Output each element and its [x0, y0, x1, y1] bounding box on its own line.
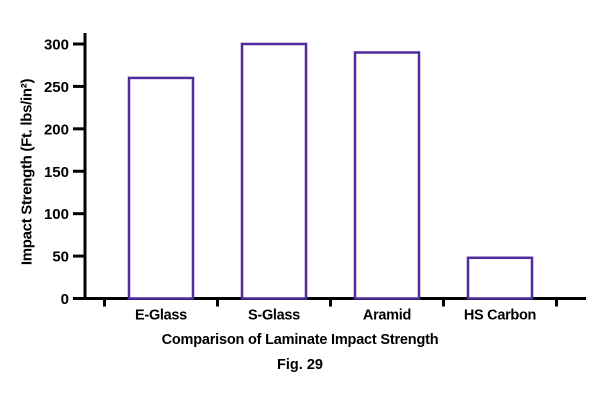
y-tick-label: 50 [52, 249, 69, 266]
bar-aramid [353, 51, 421, 300]
y-tick-label: 100 [44, 206, 69, 223]
y-tick-label: 300 [44, 37, 69, 54]
y-tick-label: 200 [44, 121, 69, 138]
y-tick-label: 250 [44, 79, 69, 96]
plot-area: 0 50 100 150 200 250 300 E-Glass S-Glass Aramid HS… [44, 33, 586, 324]
bar-hs-carbon [466, 256, 534, 300]
y-axis-title: Impact Strength (Ft. lbs/in²) [18, 78, 36, 266]
category-label: HS Carbon [464, 308, 536, 324]
bar-e-glass [127, 76, 195, 300]
category-label: E-Glass [135, 308, 187, 324]
category-label: S-Glass [248, 308, 300, 324]
y-tick-label: 150 [44, 164, 69, 181]
y-tick-label: 0 [61, 291, 69, 308]
bar-s-glass [240, 42, 308, 300]
figure-caption: Fig. 29 [277, 357, 323, 373]
chart-title: Comparison of Laminate Impact Strength [161, 332, 439, 348]
category-label: Aramid [363, 308, 411, 324]
